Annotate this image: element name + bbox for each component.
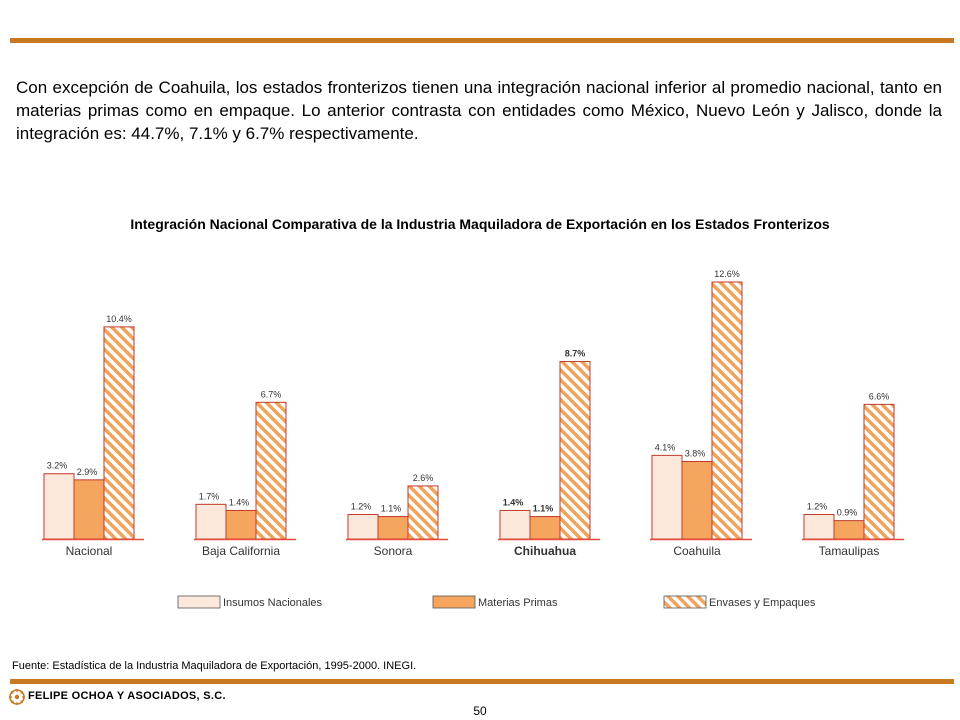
chart-title: Integración Nacional Comparativa de la I… [130,216,830,232]
bar-insumos [803,514,835,540]
bar-envases [103,326,135,540]
bar-groups: 3.2% 2.9% 10.4% Nacional 1.7% 1.4% 6.7% Baja Ca… [42,269,904,558]
bar-chart: 3.2% 2.9% 10.4% Nacional 1.7% 1.4% 6.7% Baja Ca… [42,269,904,609]
company-name: FELIPE OCHOA Y ASOCIADOS, S.C. [28,690,226,702]
category-label: Sonora [374,544,413,558]
bar-materias [529,516,561,540]
data-label: 6.7% [261,389,282,399]
bar-materias [225,509,257,540]
category-group: 3.2% 2.9% 10.4% Nacional [42,314,144,558]
legend-swatch [432,595,476,609]
source-note: Fuente: Estadística de la Industria Maqu… [12,660,417,672]
category-label: Nacional [66,544,113,558]
legend-item-insumos: Insumos Nacionales [177,595,323,609]
category-group: 1.2% 0.9% 6.6% Tamaulipas [802,391,904,558]
bar-envases [255,401,287,540]
legend-label: Materias Primas [478,597,558,609]
data-label: 3.8% [685,448,706,458]
bar-materias [681,460,713,540]
category-label: Chihuahua [514,544,576,558]
bar-insumos [43,473,75,540]
legend-label: Envases y Empaques [709,597,816,609]
data-label: 4.1% [655,442,676,452]
data-label: 1.7% [199,491,220,501]
data-label: 2.9% [77,467,98,477]
bar-materias [377,516,409,540]
data-label: 10.4% [106,314,132,324]
bar-materias [73,479,105,540]
data-label: 1.1% [381,504,402,514]
bar-envases [711,281,743,540]
bar-insumos [651,454,683,540]
bar-envases [559,361,591,540]
data-label: 12.6% [714,269,740,279]
data-label: 8.7% [565,349,586,359]
bottom-rule [10,679,954,684]
category-label: Baja California [202,544,280,558]
legend-swatch [177,595,221,609]
company-logo-icon [9,689,25,705]
page-number: 50 [473,704,487,718]
data-label: 1.1% [533,504,554,514]
legend-item-materias: Materias Primas [432,595,558,609]
legend-swatch [663,595,707,609]
bar-insumos [347,514,379,540]
data-label: 1.4% [229,497,250,507]
category-label: Coahuila [673,544,721,558]
data-label: 0.9% [837,508,858,518]
bar-insumos [195,503,227,540]
data-label: 2.6% [413,473,434,483]
category-label: Tamaulipas [819,544,880,558]
data-label: 1.4% [503,497,524,507]
legend-item-envases: Envases y Empaques [663,595,816,609]
legend-label: Insumos Nacionales [223,597,323,609]
bar-insumos [499,509,531,540]
data-label: 1.2% [351,502,372,512]
chart-legend: Insumos Nacionales Materias Primas Envases… [177,595,816,609]
category-group: 1.2% 1.1% 2.6% Sonora [346,473,448,558]
bar-envases [863,403,895,540]
top-rule [10,38,954,43]
category-group: 4.1% 3.8% 12.6% Coahuila [650,269,752,558]
intro-paragraph: Con excepción de Coahuila, los estados f… [16,78,942,143]
category-group: 1.4% 1.1% 8.7% Chihuahua [498,349,600,558]
bar-envases [407,485,439,540]
data-label: 6.6% [869,391,890,401]
data-label: 1.2% [807,502,828,512]
category-group: 1.7% 1.4% 6.7% Baja California [194,389,296,558]
data-label: 3.2% [47,461,68,471]
bar-materias [833,520,865,540]
